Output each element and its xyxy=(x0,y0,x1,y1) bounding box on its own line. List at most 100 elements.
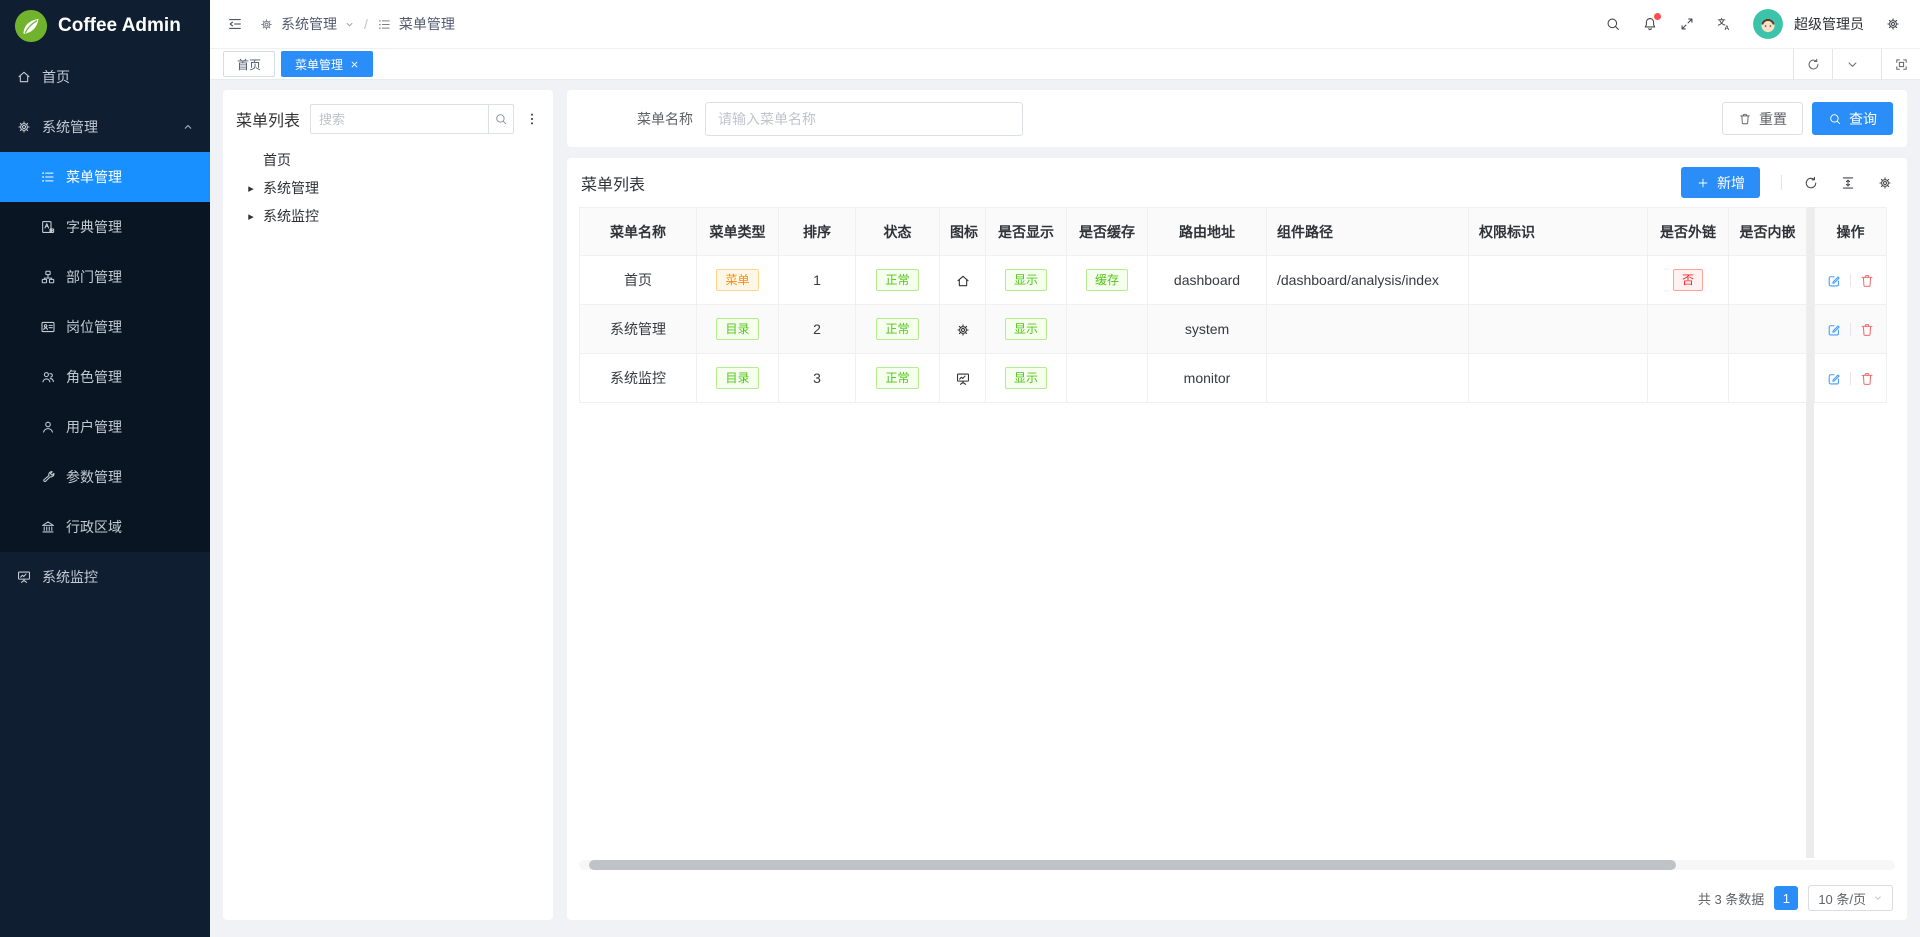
sidebar-item-role[interactable]: 角色管理 xyxy=(0,352,210,402)
scrollbar-gutter xyxy=(1806,207,1815,256)
sidebar-item-system[interactable]: 系统管理 xyxy=(0,102,210,152)
sidebar-item-dict[interactable]: 字典管理 xyxy=(0,202,210,252)
tag-cache: 缓存 xyxy=(1085,268,1128,292)
sidebar-item-home[interactable]: 首页 xyxy=(0,52,210,102)
menu-fold-icon[interactable] xyxy=(227,16,243,32)
caret-icon[interactable]: ▸ xyxy=(248,182,254,195)
cell-route: system xyxy=(1147,304,1267,354)
gear-icon xyxy=(955,322,971,338)
tree-item-0[interactable]: 首页 xyxy=(236,146,540,174)
action-divider xyxy=(1850,372,1851,386)
refresh-icon xyxy=(1806,57,1821,72)
breadcrumb-current: 菜单管理 xyxy=(398,16,455,32)
cell-external xyxy=(1647,353,1729,403)
idcard-icon xyxy=(40,319,56,335)
column-header-type: 菜单类型 xyxy=(696,207,779,256)
cell-type: 目录 xyxy=(696,353,779,403)
table-row: 首页 菜单 1 正常 显示 缓存 dashboard/dashboard/analysis/… xyxy=(579,255,1887,305)
tag-status: 正常 xyxy=(876,268,919,292)
home-icon xyxy=(16,69,32,85)
chevron-down-icon xyxy=(344,19,355,30)
cell-embedded xyxy=(1728,353,1807,403)
tab-menu-dropdown-button[interactable] xyxy=(1832,49,1871,79)
tab-home[interactable]: 首页 xyxy=(223,51,276,77)
tree-search-input[interactable] xyxy=(310,104,488,134)
tabbar-gap xyxy=(1871,49,1881,79)
table-zone: 菜单名称 菜单类型 排序 状态 图标 是否显示 是否缓存 路由地址 组件路径 权限标识 是否外链 是否… xyxy=(579,207,1895,858)
tab-label: 菜单管理 xyxy=(295,57,344,72)
dict-icon xyxy=(40,219,56,235)
delete-button[interactable] xyxy=(1859,273,1875,289)
breadcrumb-parent[interactable]: 系统管理 xyxy=(281,16,337,32)
sidebar-item-user[interactable]: 用户管理 xyxy=(0,402,210,452)
menu-table: 菜单名称 菜单类型 排序 状态 图标 是否显示 是否缓存 路由地址 组件路径 权限标识 是否外链 是否… xyxy=(579,207,1887,403)
tag-visible: 显示 xyxy=(1004,317,1047,341)
content-maximize-button[interactable] xyxy=(1881,49,1920,79)
tag-status: 正常 xyxy=(876,366,919,390)
edit-button[interactable] xyxy=(1826,273,1842,289)
sidebar-submenu-system: 菜单管理 字典管理 部门管理岗位管理角色管理 用户管理 参数管理 行政区域 xyxy=(0,152,210,552)
cell-icon xyxy=(939,304,986,354)
horizontal-scrollbar-thumb[interactable] xyxy=(589,860,1676,870)
delete-button[interactable] xyxy=(1859,371,1875,387)
column-header-status: 状态 xyxy=(855,207,940,256)
translate-icon[interactable] xyxy=(1716,16,1732,32)
add-button[interactable]: 新增 xyxy=(1681,167,1760,198)
maximize-icon xyxy=(1894,57,1909,72)
tree-panel-title: 菜单列表 xyxy=(236,113,301,130)
sidebar-item-post[interactable]: 岗位管理 xyxy=(0,302,210,352)
edit-button[interactable] xyxy=(1826,322,1842,338)
cell-name: 系统管理 xyxy=(579,304,697,354)
table-row: 系统管理 目录 2 正常 显示 system xyxy=(579,304,1887,354)
menu-name-input[interactable] xyxy=(705,101,1023,136)
notifications-button[interactable] xyxy=(1642,13,1661,32)
tree-item-1[interactable]: ▸ 系统管理 xyxy=(236,174,540,202)
table-title: 菜单列表 xyxy=(581,176,646,194)
sidebar: Coffee Admin 首页 系统管理 菜单管理 字典管理 部门管理 岗位管理 角色管理用… xyxy=(0,0,210,937)
row-height-icon[interactable] xyxy=(1840,175,1856,191)
sidebar-item-monitor[interactable]: 系统监控 xyxy=(0,552,210,602)
delete-button[interactable] xyxy=(1859,322,1875,338)
tree-item-2[interactable]: ▸ 系统监控 xyxy=(236,202,540,230)
vertical-scrollbar-track xyxy=(1806,402,1814,858)
refresh-icon[interactable] xyxy=(1803,175,1819,191)
more-options-icon[interactable] xyxy=(524,111,540,127)
sidebar-item-region[interactable]: 行政区域 xyxy=(0,502,210,552)
page-size-value: 10 条/页 xyxy=(1818,891,1866,907)
cell-component: /dashboard/analysis/index xyxy=(1266,255,1469,305)
column-settings-gear-icon[interactable] xyxy=(1877,175,1893,191)
close-icon[interactable] xyxy=(350,60,359,69)
cell-visible: 显示 xyxy=(985,304,1067,354)
reset-button[interactable]: 重置 xyxy=(1722,102,1803,135)
column-header-perm: 权限标识 xyxy=(1468,207,1648,256)
tree-item-label: 系统管理 xyxy=(263,180,319,196)
cell-type: 目录 xyxy=(696,304,779,354)
cell-name: 首页 xyxy=(579,255,697,305)
sidebar-item-label: 岗位管理 xyxy=(66,319,122,335)
tab-refresh-button[interactable] xyxy=(1793,49,1832,79)
page-button-1[interactable]: 1 xyxy=(1774,886,1799,910)
settings-gear-icon[interactable] xyxy=(1885,16,1901,32)
sidebar-item-dept[interactable]: 部门管理 xyxy=(0,252,210,302)
fullscreen-icon[interactable] xyxy=(1679,16,1695,32)
cell-action xyxy=(1814,304,1887,354)
action-divider xyxy=(1850,323,1851,337)
tab-label: 首页 xyxy=(237,57,262,72)
query-button[interactable]: 查询 xyxy=(1812,102,1893,135)
cell-action xyxy=(1814,353,1887,403)
caret-icon[interactable]: ▸ xyxy=(248,210,254,223)
avatar[interactable] xyxy=(1753,9,1783,39)
username[interactable]: 超级管理员 xyxy=(1794,16,1864,32)
reset-button-label: 重置 xyxy=(1759,110,1787,127)
search-icon[interactable] xyxy=(1605,16,1621,32)
wrench-icon xyxy=(40,469,56,485)
edit-button[interactable] xyxy=(1826,371,1842,387)
tab-menu-management[interactable]: 菜单管理 xyxy=(281,51,374,77)
sidebar-item-menu[interactable]: 菜单管理 xyxy=(0,152,210,202)
cell-cache xyxy=(1066,353,1148,403)
cell-route: monitor xyxy=(1147,353,1267,403)
tag-status: 正常 xyxy=(876,317,919,341)
tree-search-button[interactable] xyxy=(487,104,514,134)
page-size-select[interactable]: 10 条/页 xyxy=(1808,885,1893,911)
sidebar-item-config[interactable]: 参数管理 xyxy=(0,452,210,502)
